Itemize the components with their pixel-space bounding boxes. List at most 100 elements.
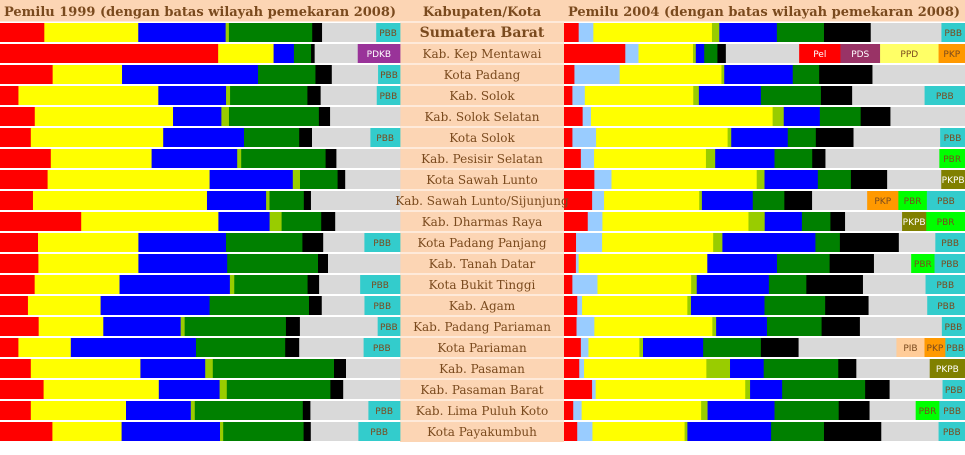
region-label: Kab. Dharmas Raya — [422, 215, 543, 229]
region-label-bg — [400, 316, 564, 337]
bar-segment-p2004-0-3 — [711, 23, 720, 42]
bar-segment-p2004-8-7 — [812, 191, 868, 210]
segment-label: PBR — [943, 155, 961, 165]
bar-segment-p2004-12-4 — [696, 275, 770, 294]
bar-segment-p2004-14-6 — [821, 317, 861, 336]
bar-segment-p2004-9-8 — [902, 212, 927, 231]
bar-segment-p1999-7-6 — [345, 170, 401, 189]
bar-segment-p1999-15-4 — [285, 338, 300, 357]
bar-segment-p2004-16-7 — [856, 359, 931, 378]
region-label-bg — [400, 148, 564, 169]
bar-segment-p2004-5-3 — [727, 128, 732, 147]
segment-label: PKP — [874, 197, 891, 207]
bar-segment-p1999-6-1 — [50, 149, 152, 168]
region-row: PBB PBB Kab. Agam — [0, 294, 965, 316]
segment-label: PDKB — [367, 50, 391, 60]
bar-segment-p2004-8-8 — [867, 191, 899, 210]
bar-segment-p1999-8-6 — [310, 191, 401, 210]
bar-segment-p2004-14-2 — [594, 317, 713, 336]
bar-segment-p2004-11-2 — [578, 254, 708, 273]
bar-segment-p1999-2-5 — [331, 65, 379, 84]
bar-segment-p2004-14-5 — [766, 317, 822, 336]
bar-segment-p2004-6-3 — [705, 149, 716, 168]
bar-segment-p2004-15-1 — [580, 338, 589, 357]
bar-segment-p1999-11-0 — [0, 254, 39, 273]
bar-segment-p1999-11-3 — [227, 254, 319, 273]
bar-segment-p2004-3-7 — [852, 86, 925, 105]
bar-segment-p1999-0-7 — [376, 23, 401, 42]
segment-label: Pel — [813, 50, 826, 60]
bar-segment-p1999-0-2 — [138, 23, 227, 42]
region-label-bg — [400, 190, 564, 211]
bar-segment-p2004-18-8 — [915, 401, 940, 420]
bar-segment-p1999-1-5 — [314, 44, 359, 63]
region-label: Kota Sawah Lunto — [426, 173, 537, 187]
bar-segment-p2004-2-2 — [619, 65, 722, 84]
bar-segment-p1999-14-1 — [38, 317, 104, 336]
bar-segment-p2004-15-3 — [639, 338, 644, 357]
region-row: PBB Kota Padang — [0, 63, 965, 85]
bar-segment-p2004-1-10 — [880, 44, 939, 63]
bar-segment-p2004-17-1 — [592, 380, 597, 399]
bar-segment-p1999-19-1 — [52, 422, 122, 441]
bar-segment-p2004-10-4 — [722, 233, 816, 252]
bar-segment-p2004-11-3 — [707, 254, 778, 273]
bar-segment-p2004-4-7 — [890, 107, 965, 126]
bar-segment-p1999-8-5 — [303, 191, 312, 210]
bar-segment-p2004-1-2 — [638, 44, 694, 63]
segment-label: PDS — [851, 50, 869, 60]
bar-segment-p2004-5-1 — [572, 128, 597, 147]
region-label-bg — [400, 127, 564, 148]
bar-segment-p1999-7-0 — [0, 170, 48, 189]
bar-segment-p2004-8-0 — [564, 191, 593, 210]
bar-segment-p2004-3-3 — [693, 86, 700, 105]
bar-segment-p1999-12-1 — [34, 275, 120, 294]
bar-segment-p1999-13-2 — [100, 296, 210, 315]
bar-segment-p1999-18-0 — [0, 401, 32, 420]
bar-segment-p2004-12-0 — [564, 275, 573, 294]
region-label: Kota Pariaman — [437, 341, 527, 355]
bar-segment-p1999-16-3 — [205, 359, 214, 378]
bar-segment-p2004-6-7 — [825, 149, 940, 168]
bar-segment-p2004-9-4 — [764, 212, 803, 231]
bar-segment-p2004-2-0 — [564, 65, 575, 84]
bar-segment-p2004-17-5 — [782, 380, 866, 399]
bar-segment-p1999-16-0 — [0, 359, 32, 378]
bar-segment-p1999-11-5 — [328, 254, 401, 273]
bar-segment-p2004-4-0 — [564, 107, 584, 126]
bar-segment-p2004-10-6 — [839, 233, 900, 252]
bar-segment-p2004-7-0 — [564, 170, 595, 189]
segment-label: PBB — [375, 407, 393, 417]
bar-segment-p2004-3-6 — [820, 86, 853, 105]
header-bg-middle — [400, 0, 564, 22]
bar-segment-p1999-8-3 — [266, 191, 270, 210]
bar-segment-p1999-0-3 — [225, 23, 230, 42]
bar-segment-p1999-6-3 — [237, 149, 242, 168]
bar-segment-p2004-6-2 — [594, 149, 707, 168]
bar-segment-p2004-4-4 — [783, 107, 821, 126]
bar-segment-p1999-18-6 — [310, 401, 369, 420]
region-row: PBB PBB Kota Payakumbuh — [0, 420, 965, 442]
bar-segment-p1999-2-3 — [258, 65, 316, 84]
bar-segment-p1999-7-4 — [300, 170, 338, 189]
bar-segment-p2004-15-9 — [924, 338, 946, 357]
bar-segment-p2004-7-7 — [887, 170, 942, 189]
region-row: PKPB Kab. Pasaman — [0, 357, 965, 379]
bar-segment-p1999-15-3 — [196, 338, 286, 357]
bar-segment-p2004-10-7 — [898, 233, 936, 252]
bar-segment-p1999-12-7 — [360, 275, 401, 294]
bar-segment-p1999-15-0 — [0, 338, 19, 357]
bar-segment-p2004-10-8 — [935, 233, 965, 252]
region-row: PBB Kab. Pasaman Barat — [0, 378, 965, 400]
bar-segment-p2004-8-9 — [898, 191, 928, 210]
bar-segment-p1999-1-0 — [0, 44, 219, 63]
segment-label: PBB — [943, 407, 961, 417]
region-label-bg — [400, 64, 564, 85]
bar-segment-p1999-19-5 — [303, 422, 312, 441]
bar-segment-p2004-10-2 — [602, 233, 714, 252]
bar-segment-p2004-2-3 — [721, 65, 725, 84]
bar-segment-p2004-7-5 — [817, 170, 852, 189]
region-row: PBB PBB Kota Padang Panjang — [0, 231, 965, 253]
bar-segment-p2004-0-1 — [578, 23, 594, 42]
bar-segment-p2004-13-4 — [690, 296, 765, 315]
